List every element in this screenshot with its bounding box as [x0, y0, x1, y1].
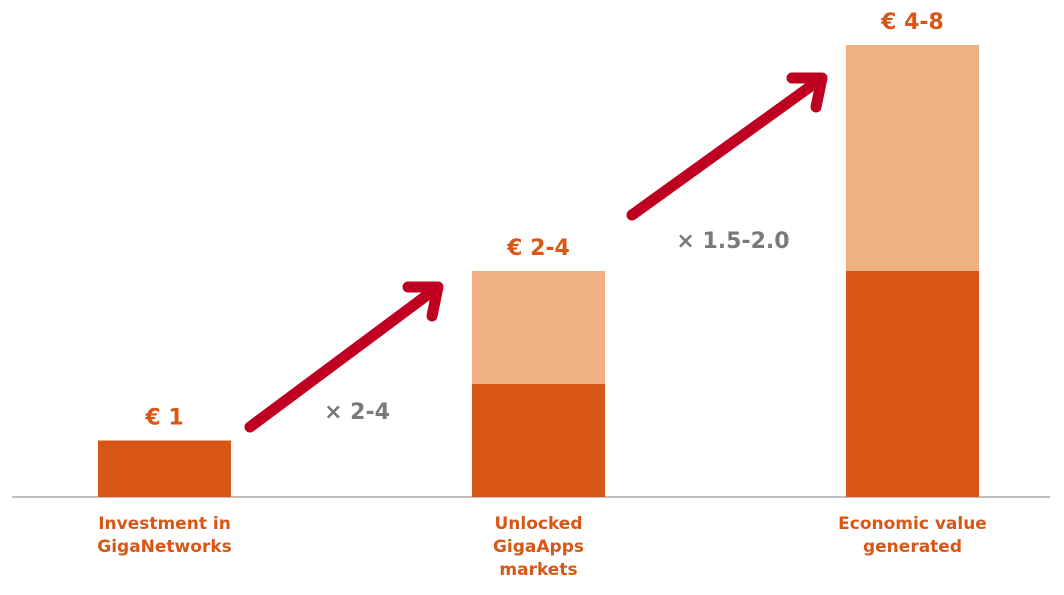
x-tick-label: Economic value generated [838, 514, 987, 557]
bar [98, 440, 231, 497]
annotation: × 1.5-2.0 [676, 229, 789, 254]
x-tick-label: Unlocked GigaApps markets [492, 514, 585, 580]
bar [472, 271, 605, 384]
bar-label: € 1 [144, 406, 183, 431]
bar [846, 45, 979, 271]
bar-label: € 4-8 [880, 10, 944, 35]
arrow-head [786, 72, 828, 113]
arrow-head [402, 281, 444, 322]
arrow [244, 284, 440, 433]
x-tick-label: Investment in GigaNetworks [97, 514, 232, 557]
arrow [626, 75, 824, 221]
bar-label: € 2-4 [506, 236, 570, 261]
annotation: × 2-4 [324, 400, 390, 425]
bar [472, 384, 605, 497]
arrows [244, 72, 828, 433]
bar [846, 271, 979, 497]
